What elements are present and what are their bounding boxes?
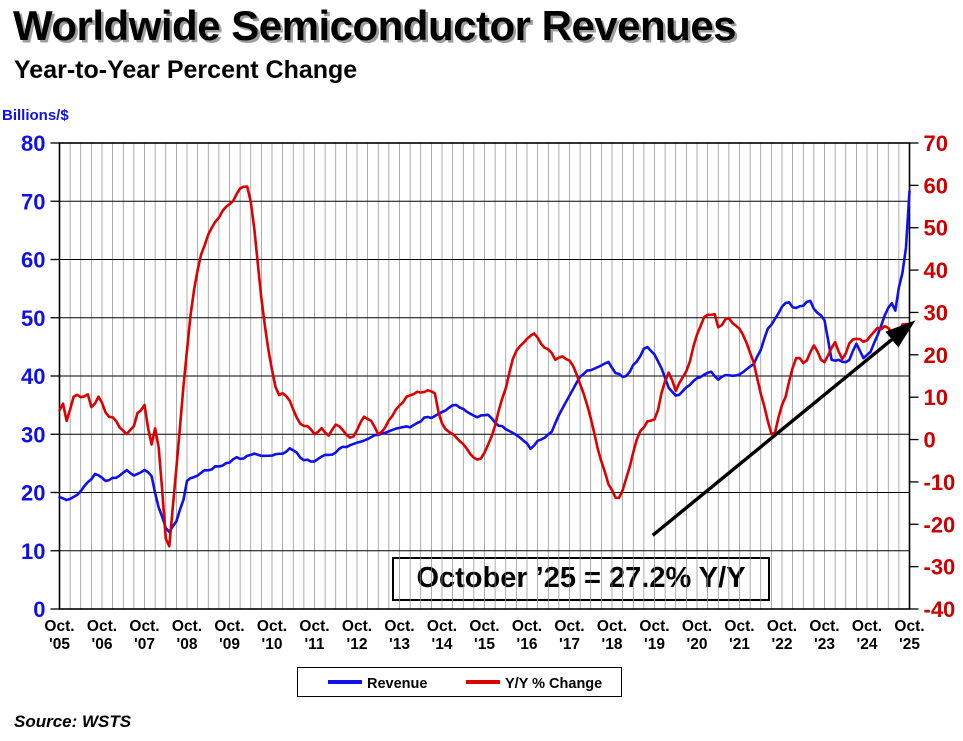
svg-text:-30: -30 xyxy=(924,555,956,580)
svg-text:'11: '11 xyxy=(304,636,324,653)
svg-text:Oct.: Oct. xyxy=(682,618,712,635)
svg-text:'15: '15 xyxy=(474,636,495,653)
svg-text:Oct.: Oct. xyxy=(767,618,797,635)
svg-text:Oct.: Oct. xyxy=(427,618,457,635)
svg-text:'13: '13 xyxy=(389,636,410,653)
svg-text:Oct.: Oct. xyxy=(894,618,924,635)
svg-text:Oct.: Oct. xyxy=(214,618,244,635)
svg-text:30: 30 xyxy=(21,422,45,447)
svg-text:'23: '23 xyxy=(814,636,835,653)
svg-text:-40: -40 xyxy=(924,597,956,622)
svg-text:Oct.: Oct. xyxy=(44,618,74,635)
svg-text:'25: '25 xyxy=(899,636,920,653)
svg-text:70: 70 xyxy=(21,189,45,214)
svg-text:Oct.: Oct. xyxy=(469,618,499,635)
svg-text:'21: '21 xyxy=(729,636,750,653)
svg-text:'07: '07 xyxy=(134,636,155,653)
svg-text:'17: '17 xyxy=(559,636,580,653)
svg-text:0: 0 xyxy=(924,428,936,453)
svg-text:20: 20 xyxy=(21,481,45,506)
svg-text:10: 10 xyxy=(924,385,948,410)
svg-text:'18: '18 xyxy=(602,636,623,653)
svg-text:50: 50 xyxy=(21,306,45,331)
svg-text:Oct.: Oct. xyxy=(342,618,372,635)
svg-text:Oct.: Oct. xyxy=(299,618,329,635)
svg-text:Oct.: Oct. xyxy=(597,618,627,635)
svg-text:60: 60 xyxy=(21,248,45,273)
svg-text:Oct.: Oct. xyxy=(172,618,202,635)
svg-text:Oct.: Oct. xyxy=(809,618,839,635)
svg-text:Oct.: Oct. xyxy=(512,618,542,635)
svg-text:Oct.: Oct. xyxy=(129,618,159,635)
svg-text:'08: '08 xyxy=(177,636,198,653)
svg-text:'12: '12 xyxy=(347,636,368,653)
svg-text:'06: '06 xyxy=(92,636,113,653)
svg-text:Oct.: Oct. xyxy=(257,618,287,635)
svg-text:'20: '20 xyxy=(687,636,708,653)
svg-text:Oct.: Oct. xyxy=(724,618,754,635)
svg-text:10: 10 xyxy=(21,539,45,564)
svg-text:'10: '10 xyxy=(262,636,283,653)
svg-text:30: 30 xyxy=(924,300,948,325)
svg-text:'19: '19 xyxy=(644,636,665,653)
svg-text:'09: '09 xyxy=(219,636,240,653)
svg-text:Oct.: Oct. xyxy=(852,618,882,635)
svg-text:40: 40 xyxy=(21,364,45,389)
svg-text:60: 60 xyxy=(924,173,948,198)
svg-text:'14: '14 xyxy=(432,636,453,653)
svg-text:40: 40 xyxy=(924,258,948,283)
svg-text:'05: '05 xyxy=(49,636,70,653)
svg-text:-10: -10 xyxy=(924,470,956,495)
svg-text:80: 80 xyxy=(21,131,45,156)
svg-text:-20: -20 xyxy=(924,512,956,537)
svg-text:'24: '24 xyxy=(857,636,878,653)
svg-text:Oct.: Oct. xyxy=(384,618,414,635)
svg-text:50: 50 xyxy=(924,216,948,241)
svg-text:20: 20 xyxy=(924,343,948,368)
svg-text:70: 70 xyxy=(924,131,948,156)
svg-text:Oct.: Oct. xyxy=(554,618,584,635)
svg-text:'16: '16 xyxy=(517,636,538,653)
svg-text:Oct.: Oct. xyxy=(87,618,117,635)
svg-text:Oct.: Oct. xyxy=(639,618,669,635)
svg-text:'22: '22 xyxy=(772,636,793,653)
